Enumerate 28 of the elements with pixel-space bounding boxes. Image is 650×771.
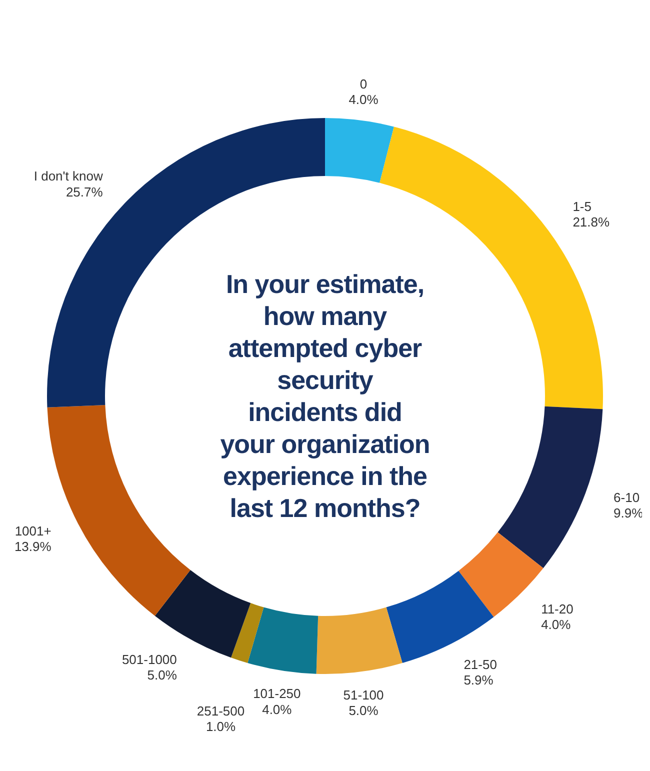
slice-label: 51-100 <box>343 688 384 703</box>
slice-label: 0 <box>360 76 368 92</box>
data-label: 1.0% <box>206 719 236 734</box>
donut-slice <box>316 607 402 674</box>
slice-label: 11-20 <box>541 601 574 616</box>
data-label: 5.0% <box>147 668 178 683</box>
slice-label: 251-500 <box>196 704 245 719</box>
slice-label: 6-10 <box>614 490 640 505</box>
donut-slice <box>325 118 394 183</box>
slice-label: 101-250 <box>253 686 301 702</box>
donut-slice <box>498 406 603 568</box>
slice-label: I don't know <box>34 168 104 184</box>
donut-slice <box>458 532 544 617</box>
data-label: 5.9% <box>464 672 494 688</box>
slice-label: 1001+ <box>14 523 52 538</box>
data-label: 25.7% <box>66 184 104 200</box>
data-label: 21.8% <box>572 214 610 230</box>
data-label: 4.0% <box>262 702 292 717</box>
data-label: 4.0% <box>348 92 379 108</box>
slice-label: 1-5 <box>572 198 592 214</box>
slice-label: 21-50 <box>464 657 497 672</box>
donut-slice <box>231 603 264 664</box>
slice-label: 501-1000 <box>122 652 177 668</box>
donut-slice <box>248 607 318 674</box>
data-label: 4.0% <box>541 617 572 632</box>
text: In your estimate, how many attempted cyber security incidents did your organization experience in the last 12 months? <box>220 269 430 523</box>
data-label: 5.0% <box>348 703 379 718</box>
data-label: 13.9% <box>14 538 52 554</box>
